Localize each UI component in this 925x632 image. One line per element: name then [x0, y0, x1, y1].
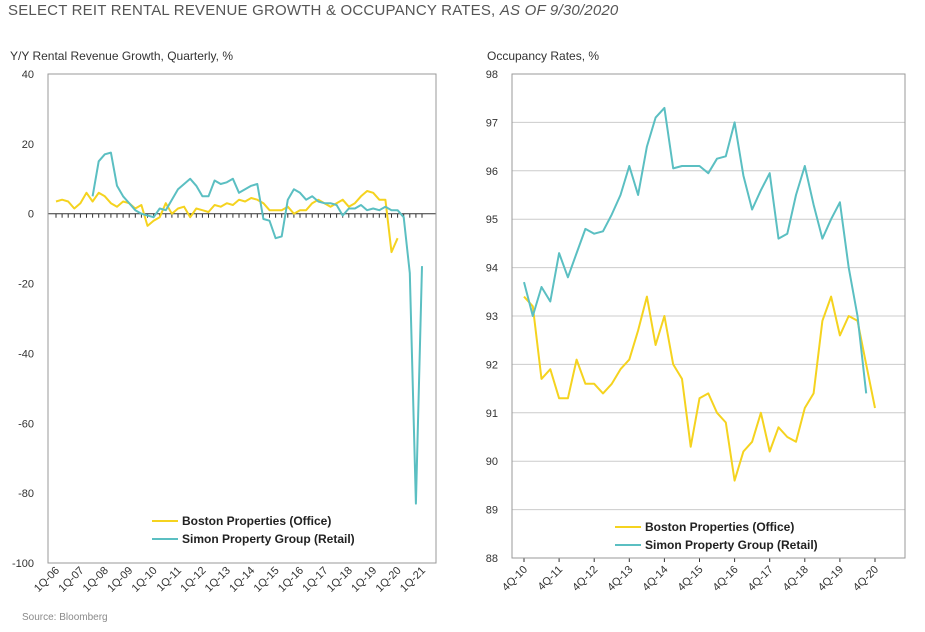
chart2-y-tick-label: 95 [486, 214, 498, 226]
chart1-x-tick-label: 1Q-19 [349, 565, 379, 595]
chart1-y-tick-label: -60 [18, 418, 34, 430]
chart2-x-tick-label: 4Q-12 [570, 564, 600, 594]
chart1-x-tick-label: 1Q-10 [130, 565, 160, 595]
chart1-plot-frame [47, 73, 437, 564]
chart1-x-tick-label: 1Q-08 [81, 565, 111, 595]
chart2-y-tick-label: 88 [486, 553, 498, 565]
chart2-x-tick-label: 4Q-13 [605, 564, 635, 594]
chart2-y-tick-label: 94 [486, 263, 498, 275]
chart2-x-tick-label: 4Q-18 [781, 564, 811, 594]
chart1-series-boston [55, 190, 399, 254]
chart1-x-tick-label: 1Q-12 [178, 565, 208, 595]
chart2-x-tick-label: 4Q-15 [676, 564, 706, 594]
chart1-x-tick-label: 1Q-21 [398, 565, 428, 595]
title-main: SELECT REIT RENTAL REVENUE GROWTH & OCCU… [8, 2, 496, 19]
page-title: SELECT REIT RENTAL REVENUE GROWTH & OCCU… [8, 2, 618, 19]
chart2-y-tick-label: 98 [486, 69, 498, 81]
chart1-x-tick-label: 1Q-13 [203, 565, 233, 595]
chart2-y-tick-label: 93 [486, 311, 498, 323]
chart2-legend-label: Boston Properties (Office) [645, 520, 794, 534]
chart2-x-tick-label: 4Q-16 [711, 564, 741, 594]
source-note: Source: Bloomberg [22, 612, 108, 623]
chart2-x-tick-label: 4Q-11 [536, 564, 566, 594]
chart2-y-tick-label: 89 [486, 505, 498, 517]
chart2-plot-frame [511, 73, 906, 559]
chart1-y-tick-label: 40 [22, 69, 34, 81]
chart2-y-tick-label: 90 [486, 456, 498, 468]
chart1-x-tick-label: 1Q-14 [227, 565, 257, 595]
chart1-y-tick-label: -80 [18, 488, 34, 500]
chart1-legend-label: Boston Properties (Office) [182, 514, 331, 528]
chart1-x-tick-label: 1Q-06 [32, 565, 62, 595]
chart2-series-simon [523, 106, 868, 394]
chart2-y-axis-label: Occupancy Rates, % [487, 49, 599, 63]
chart1-y-tick-label: -20 [18, 279, 34, 291]
chart1-x-tick-label: 1Q-20 [374, 565, 404, 595]
chart2-x-tick-label: 4Q-10 [500, 564, 530, 594]
title-as-of: AS OF 9/30/2020 [499, 2, 619, 19]
chart1-y-tick-label: -40 [18, 348, 34, 360]
chart1-y-tick-label: 20 [22, 139, 34, 151]
chart2-series-boston [523, 295, 876, 482]
chart2-y-tick-label: 91 [486, 408, 498, 420]
chart2-y-tick-label: 92 [486, 359, 498, 371]
chart2-legend-label: Simon Property Group (Retail) [645, 538, 818, 552]
chart2-y-tick-label: 96 [486, 166, 498, 178]
chart1-y-axis-label: Y/Y Rental Revenue Growth, Quarterly, % [10, 49, 233, 63]
chart1-x-tick-label: 1Q-11 [155, 565, 185, 595]
chart1-x-tick-label: 1Q-15 [252, 565, 282, 595]
chart2-x-tick-label: 4Q-17 [746, 564, 776, 594]
chart2-y-tick-label: 97 [486, 117, 498, 129]
chart2-x-tick-label: 4Q-20 [851, 564, 881, 594]
chart1-x-tick-label: 1Q-07 [56, 565, 86, 595]
chart1-series-simon [91, 151, 423, 505]
chart1-x-tick-label: 1Q-17 [300, 565, 330, 595]
chart1-x-tick-label: 1Q-16 [276, 565, 306, 595]
chart2-x-tick-label: 4Q-14 [640, 564, 670, 594]
chart1-x-tick-label: 1Q-09 [105, 565, 135, 595]
chart1-x-tick-label: 1Q-18 [325, 565, 355, 595]
chart1-legend-label: Simon Property Group (Retail) [182, 532, 355, 546]
chart2-x-tick-label: 4Q-19 [816, 564, 846, 594]
chart1-y-tick-label: 0 [28, 209, 34, 221]
chart1-y-tick-label: -100 [12, 558, 34, 570]
